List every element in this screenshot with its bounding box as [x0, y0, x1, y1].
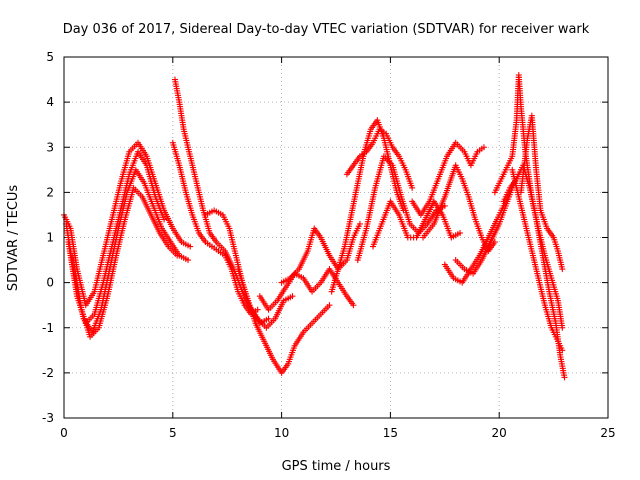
series-track-8 [235, 266, 333, 376]
data-point [480, 144, 487, 151]
data-point [265, 315, 272, 322]
data-point [559, 266, 566, 273]
series-track-12 [343, 126, 416, 191]
x-tick-label: 25 [600, 426, 615, 440]
x-tick-label: 5 [169, 426, 177, 440]
y-tick-label: 5 [46, 50, 54, 64]
data-point [161, 216, 168, 223]
y-tick-label: -3 [42, 411, 54, 425]
series-track-15 [409, 139, 487, 218]
data-point [187, 243, 194, 250]
data-points [61, 72, 568, 381]
data-point [289, 293, 296, 300]
chart-title: Day 036 of 2017, Sidereal Day-to-day VTE… [63, 22, 590, 37]
series-track-13 [354, 153, 448, 264]
y-axis-label: SDTVAR / TECUs [6, 185, 21, 292]
x-axis-label: GPS time / hours [282, 459, 391, 474]
data-point [254, 306, 261, 313]
x-tick-labels: 0 5 10 15 20 25 [60, 426, 615, 440]
x-tick-label: 15 [383, 426, 398, 440]
data-point [457, 229, 464, 236]
y-tick-label: 3 [46, 140, 54, 154]
y-tick-label: 0 [46, 276, 54, 290]
data-point [326, 302, 333, 309]
data-point [559, 347, 566, 354]
y-tick-label: 2 [46, 185, 54, 199]
data-point [356, 220, 363, 227]
y-tick-label: 1 [46, 231, 54, 245]
series-track-9 [256, 266, 357, 313]
series-track-18 [452, 171, 522, 277]
series-track-1 [61, 139, 194, 309]
x-tick-label: 20 [492, 426, 507, 440]
plot-frame [63, 56, 609, 419]
y-tick-label: -1 [42, 321, 54, 335]
series-track-14 [369, 198, 464, 250]
series-track-5 [169, 139, 261, 318]
series-track-4 [65, 148, 168, 327]
series-track-21 [517, 112, 566, 273]
y-tick-labels: -3 -2 -1 0 1 2 3 4 5 [42, 50, 54, 425]
data-point [559, 324, 566, 331]
x-tick-label: 0 [60, 426, 68, 440]
x-tick-label: 10 [274, 426, 289, 440]
data-point [350, 302, 357, 309]
data-point [185, 257, 192, 264]
y-tick-label: 4 [46, 95, 54, 109]
y-tick-label: -2 [42, 366, 54, 380]
data-point [561, 374, 568, 381]
data-point [174, 252, 181, 259]
data-point [409, 184, 416, 191]
series-track-22 [509, 166, 566, 354]
